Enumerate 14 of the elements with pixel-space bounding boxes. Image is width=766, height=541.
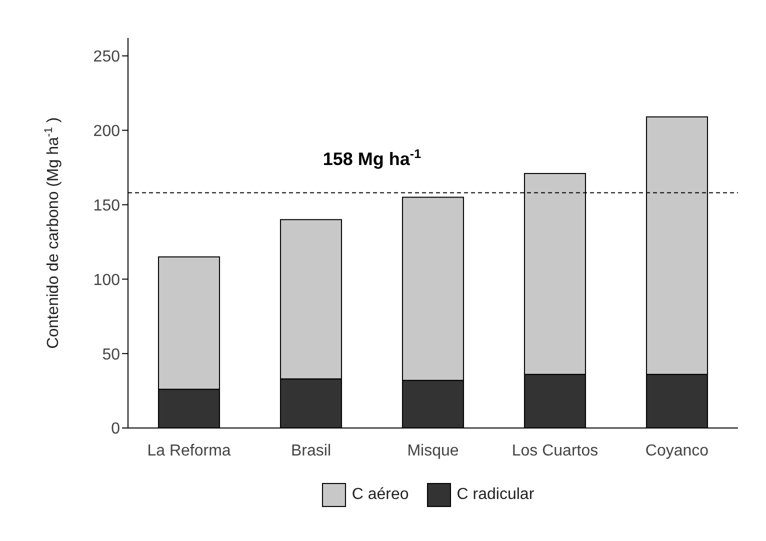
- ref-line-label: 158 Mg ha$^{-1}$: [322, 146, 422, 169]
- y-tick-label: 150: [93, 197, 120, 214]
- legend-label: C radicular: [456, 486, 534, 504]
- x-tick-label: Brasil: [290, 442, 332, 460]
- y-tick-label: 100: [93, 272, 120, 289]
- x-tick-label: Coyanco: [645, 442, 709, 460]
- y-tick-label: 200: [93, 122, 120, 140]
- y-tick-label: 0: [111, 420, 120, 438]
- x-tick-label: Misque: [407, 442, 459, 460]
- legend-label: C aéreo: [352, 486, 409, 504]
- x-tick-label: La Reforma: [147, 442, 231, 460]
- y-tick-label: 250: [93, 48, 120, 66]
- y-tick-label: 50: [102, 346, 120, 364]
- x-tick-label: Los Cuartos: [512, 442, 598, 460]
